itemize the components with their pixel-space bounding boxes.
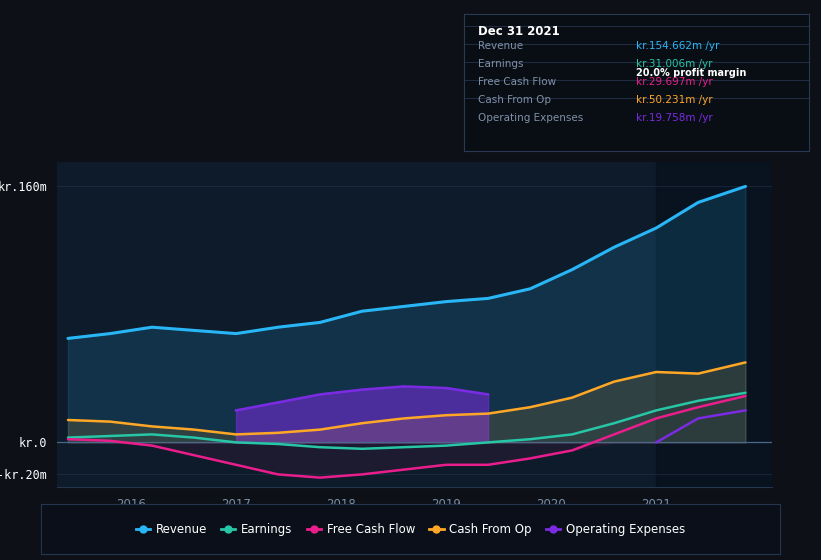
Text: Earnings: Earnings (478, 59, 523, 69)
Legend: Revenue, Earnings, Free Cash Flow, Cash From Op, Operating Expenses: Revenue, Earnings, Free Cash Flow, Cash … (131, 518, 690, 540)
Text: Cash From Op: Cash From Op (478, 95, 551, 105)
Text: Revenue: Revenue (478, 41, 523, 52)
Text: kr.29.697m /yr: kr.29.697m /yr (636, 77, 713, 87)
Text: kr.31.006m /yr: kr.31.006m /yr (636, 59, 713, 69)
Text: kr.154.662m /yr: kr.154.662m /yr (636, 41, 720, 52)
Text: 20.0% profit margin: 20.0% profit margin (636, 68, 746, 78)
Text: Dec 31 2021: Dec 31 2021 (478, 25, 559, 38)
Text: kr.50.231m /yr: kr.50.231m /yr (636, 95, 713, 105)
Text: kr.19.758m /yr: kr.19.758m /yr (636, 113, 713, 123)
Bar (656, 162, 772, 487)
Text: Operating Expenses: Operating Expenses (478, 113, 583, 123)
Text: Free Cash Flow: Free Cash Flow (478, 77, 556, 87)
